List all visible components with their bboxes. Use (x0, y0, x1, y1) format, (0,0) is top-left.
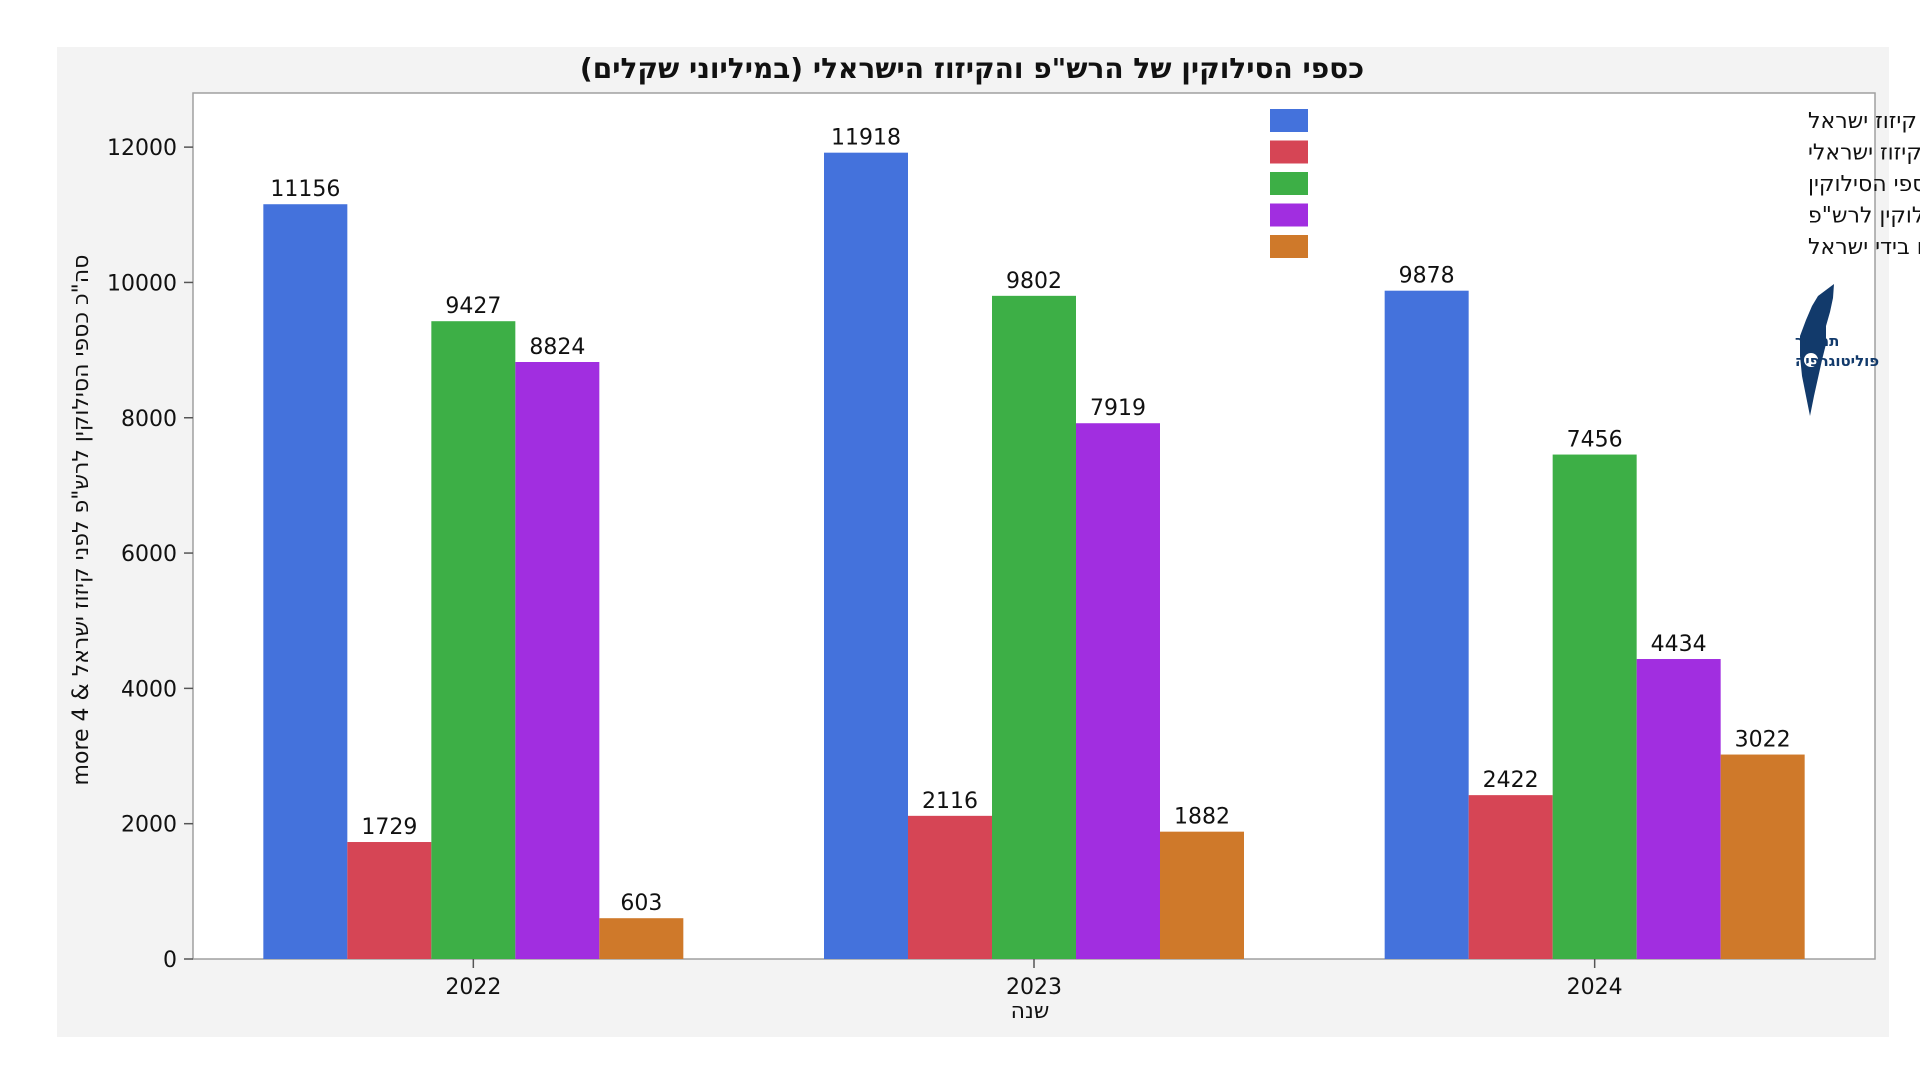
bar (347, 842, 432, 959)
bar (1636, 659, 1721, 959)
bar (908, 815, 992, 959)
bar (1552, 454, 1637, 959)
chart-title: כספי הסילוקין של הרש"פ והקיזוז הישראלי (… (580, 52, 1364, 85)
bar (515, 362, 600, 960)
data-label: 7456 (1567, 428, 1623, 453)
bar (824, 152, 908, 960)
legend-swatch (1270, 140, 1308, 164)
legend-swatch (1270, 109, 1308, 132)
bar (263, 204, 348, 959)
data-label: 2116 (922, 789, 978, 814)
y-axis-title: סה"כ כספי הסילוקין לרש"פ לפני קיזוז ישרא… (69, 255, 94, 786)
y-tick-label: 4000 (121, 677, 177, 702)
bar (1160, 831, 1244, 959)
logo: תמרור פוליטוגרפיה (1795, 284, 1879, 416)
x-tick-label: 2023 (1006, 975, 1062, 1000)
data-label: 9427 (445, 294, 501, 319)
data-label: 11918 (831, 126, 901, 151)
data-label: 9802 (1006, 269, 1062, 294)
data-label: 2422 (1483, 768, 1539, 793)
israel-map-icon (1800, 284, 1834, 416)
legend-swatch (1270, 203, 1308, 227)
data-label: 11156 (270, 177, 340, 202)
data-label: 3022 (1735, 728, 1791, 753)
legend-label: סה"כ כספי הסילוקין (1808, 172, 1920, 197)
y-tick-label: 10000 (107, 271, 177, 296)
logo-line1: תמרור (1795, 332, 1839, 350)
bar (1720, 754, 1805, 959)
data-labels: 11156 1729 9427 8824 603 11918 2116 9802 7919 188… (270, 126, 1790, 917)
logo-line2: פוליטוגרפיה (1795, 352, 1879, 370)
bar (1076, 423, 1160, 959)
bar (992, 295, 1076, 959)
bar (599, 918, 684, 959)
legend-swatch (1270, 172, 1308, 195)
legend-swatch (1270, 235, 1308, 258)
legend-label: סה"כ קיזוז ישראלי (1808, 141, 1920, 166)
x-tick-label: 2024 (1567, 975, 1623, 1000)
y-tick-label: 0 (163, 948, 177, 973)
legend-label: סה"כ כספי הסילוקין לרש"פ לפני קיזוז ישרא… (1808, 109, 1920, 134)
y-axis: 0 2000 4000 6000 8000 10000 12000 (107, 136, 193, 973)
data-label: 1882 (1174, 805, 1230, 830)
bar (1468, 795, 1553, 959)
data-label: 4434 (1651, 632, 1707, 657)
y-tick-label: 8000 (121, 407, 177, 432)
x-axis-title: שנה (1011, 999, 1050, 1024)
data-label: 9878 (1399, 264, 1455, 289)
logo-badge-icon (1804, 353, 1818, 367)
data-label: 7919 (1090, 396, 1146, 421)
bar (431, 321, 516, 959)
x-tick-label: 2022 (445, 975, 501, 1000)
y-tick-label: 12000 (107, 136, 177, 161)
legend-label: כספי סילוקין מוחזקים בידי ישראל (1808, 235, 1920, 260)
y-tick-label: 6000 (121, 542, 177, 567)
bar (1384, 290, 1469, 960)
legend: סה"כ כספי הסילוקין לרש"פ לפני קיזוז ישרא… (1270, 109, 1920, 260)
data-label: 8824 (529, 335, 585, 360)
y-tick-label: 2000 (121, 813, 177, 838)
x-axis: 2022 2023 2024 (445, 959, 1623, 1000)
data-label: 1729 (361, 815, 417, 840)
data-label: 603 (620, 891, 662, 916)
bars (263, 152, 1805, 960)
legend-label: העברת כספי הסילוקין לרש"פ (1808, 204, 1920, 229)
